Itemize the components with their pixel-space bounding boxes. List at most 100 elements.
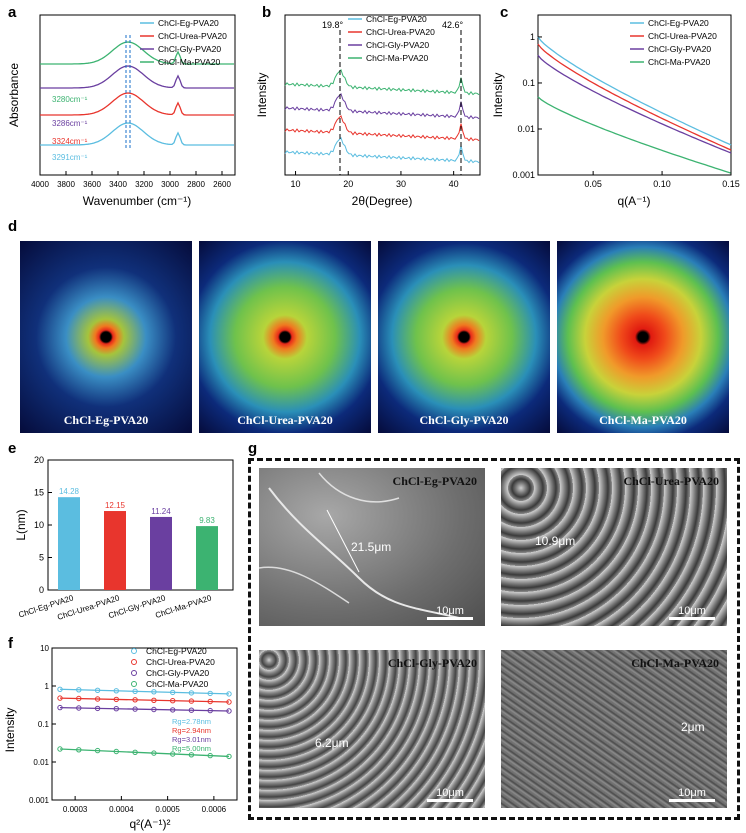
saxs-series-line [537, 36, 732, 146]
guinier-point [188, 707, 195, 713]
guinier-rg-label: Rg=2.94nm [172, 726, 211, 735]
guinier-point [151, 706, 157, 713]
saxs-pattern-label: ChCl-Urea-PVA20 [237, 413, 333, 427]
legend-marker [131, 670, 137, 676]
xrd-series-line [284, 68, 480, 96]
guinier-point [151, 750, 157, 756]
legend-entry: ChCl-Urea-PVA20 [648, 31, 717, 41]
legend-entry: ChCl-Ma-PVA20 [648, 57, 710, 67]
guinier-rg-label: Rg=2.78nm [172, 717, 211, 726]
guinier-point [170, 689, 176, 696]
guinier-tick-label: 0.0003 [63, 805, 88, 814]
ftir-tick-label: 2800 [187, 180, 205, 189]
panel-label-a: a [8, 4, 17, 21]
guinier-point [132, 706, 138, 712]
ftir-annotation: 3291cm⁻¹ [52, 153, 88, 162]
guinier-point [188, 690, 195, 696]
saxs-tick-label: 0.001 [512, 170, 535, 180]
guinier-point [170, 751, 176, 757]
legend-entry: ChCl-Urea-PVA20 [366, 27, 435, 37]
bar-value-label: 12.15 [105, 501, 126, 510]
saxs-tick-label: 0.1 [522, 78, 535, 88]
guinier-tick-label: 0.01 [33, 758, 49, 767]
legend-entry: ChCl-Urea-PVA20 [146, 657, 215, 667]
guinier-point [76, 687, 82, 693]
bar-value-label: 11.24 [151, 507, 171, 516]
sem-title: ChCl-Eg-PVA20 [392, 474, 477, 488]
guinier-point [188, 698, 195, 704]
guinier-point [76, 695, 82, 702]
sem-scale-bar: 10μm [427, 787, 473, 802]
guinier-point [207, 690, 213, 697]
sem-dimension: 2μm [681, 720, 705, 734]
legend-entry: ChCl-Ma-PVA20 [146, 679, 208, 689]
guinier-fit-line [59, 706, 230, 712]
sem-image-urea: ChCl-Urea-PVA20 10.9μm 10μm [501, 468, 727, 626]
panel-label-d: d [8, 218, 18, 235]
guinier-rg-label: Rg=5.00nm [172, 744, 211, 753]
legend-marker [131, 659, 137, 665]
guinier-tick-label: 10 [40, 644, 49, 653]
bar [104, 511, 126, 590]
saxs-tick-label: 0.05 [584, 179, 602, 189]
guinier-fit-line [59, 748, 230, 758]
panel-label-b: b [262, 4, 272, 21]
sem-frame [248, 458, 740, 820]
saxs-curve-chart: 0.05 0.10 0.15 1 0.1 0.01 0.001 Intensity q(A⁻… [491, 14, 740, 208]
legend-entry: ChCl-Eg-PVA20 [158, 18, 219, 28]
legend-marker [131, 681, 137, 687]
ftir-tick-label: 3600 [83, 180, 101, 189]
guinier-tick-label: 0.0004 [109, 805, 134, 814]
guinier-point [57, 746, 63, 752]
saxs-tick-label: 0.15 [722, 179, 740, 189]
guinier-point [57, 695, 63, 701]
guinier-fit-line [59, 688, 230, 695]
ftir-series-line [40, 41, 234, 65]
guinier-point [76, 705, 82, 711]
legend-entry: ChCl-Gly-PVA20 [158, 44, 221, 54]
saxs-tick-label: 0.10 [653, 179, 671, 189]
xrd-chart: 10 20 30 40 19.8° 42.6° Intensity 2θ(Degree… [255, 14, 481, 208]
bar-tick-label: 5 [39, 553, 44, 563]
panel-label-f: f [8, 635, 13, 652]
xrd-tick-label: 30 [396, 179, 406, 189]
bar-ylabel: L(nm) [14, 509, 28, 540]
xrd-series-line [284, 136, 480, 164]
bar [58, 497, 80, 590]
ftir-tick-label: 3400 [109, 180, 127, 189]
bar-tick-label: 15 [34, 488, 44, 498]
guinier-rg-label: Rg=3.01nm [172, 735, 211, 744]
saxs-pattern-label: ChCl-Eg-PVA20 [63, 413, 149, 427]
guinier-tick-label: 0.1 [38, 720, 50, 729]
guinier-tick-label: 0.001 [29, 796, 50, 805]
guinier-point [76, 747, 82, 753]
sem-dimension: 6.2μm [315, 736, 349, 750]
guinier-chart: 0.0003 0.0004 0.0005 0.00061010.10.010.001 … [3, 644, 238, 831]
saxs-pattern-eg: ChCl-Eg-PVA20 [20, 241, 192, 433]
guinier-point [57, 704, 63, 711]
sem-title: ChCl-Ma-PVA20 [631, 656, 719, 670]
bar-chart-l: 14.28ChCl-Eg-PVA2012.15ChCl-Urea-PVA2011… [14, 455, 234, 622]
guinier-tick-label: 1 [45, 682, 50, 691]
ftir-series-line [40, 122, 234, 146]
guinier-ylabel: Intensity [3, 708, 17, 753]
guinier-point [94, 687, 101, 693]
guinier-tick-label: 0.0006 [202, 805, 227, 814]
legend-entry: ChCl-Urea-PVA20 [158, 31, 227, 41]
legend-entry: ChCl-Gly-PVA20 [146, 668, 209, 678]
sem-scale-bar: 10μm [427, 605, 473, 620]
legend-entry: ChCl-Ma-PVA20 [366, 53, 428, 63]
ftir-series-line [40, 92, 234, 116]
guinier-point [94, 705, 101, 712]
ftir-ylabel: Absorbance [7, 63, 21, 127]
sem-image-gly: ChCl-Gly-PVA20 6.2μm 10μm [259, 650, 485, 808]
guinier-point [207, 752, 213, 759]
legend-marker [131, 648, 137, 654]
saxs-pattern-gly: ChCl-Gly-PVA20 [378, 241, 550, 433]
legend-entry: ChCl-Eg-PVA20 [648, 18, 709, 28]
saxs-tick-label: 1 [530, 32, 535, 42]
guinier-point [113, 706, 120, 712]
ftir-series-line [40, 65, 234, 89]
guinier-point [151, 697, 157, 703]
guinier-point [132, 688, 138, 694]
